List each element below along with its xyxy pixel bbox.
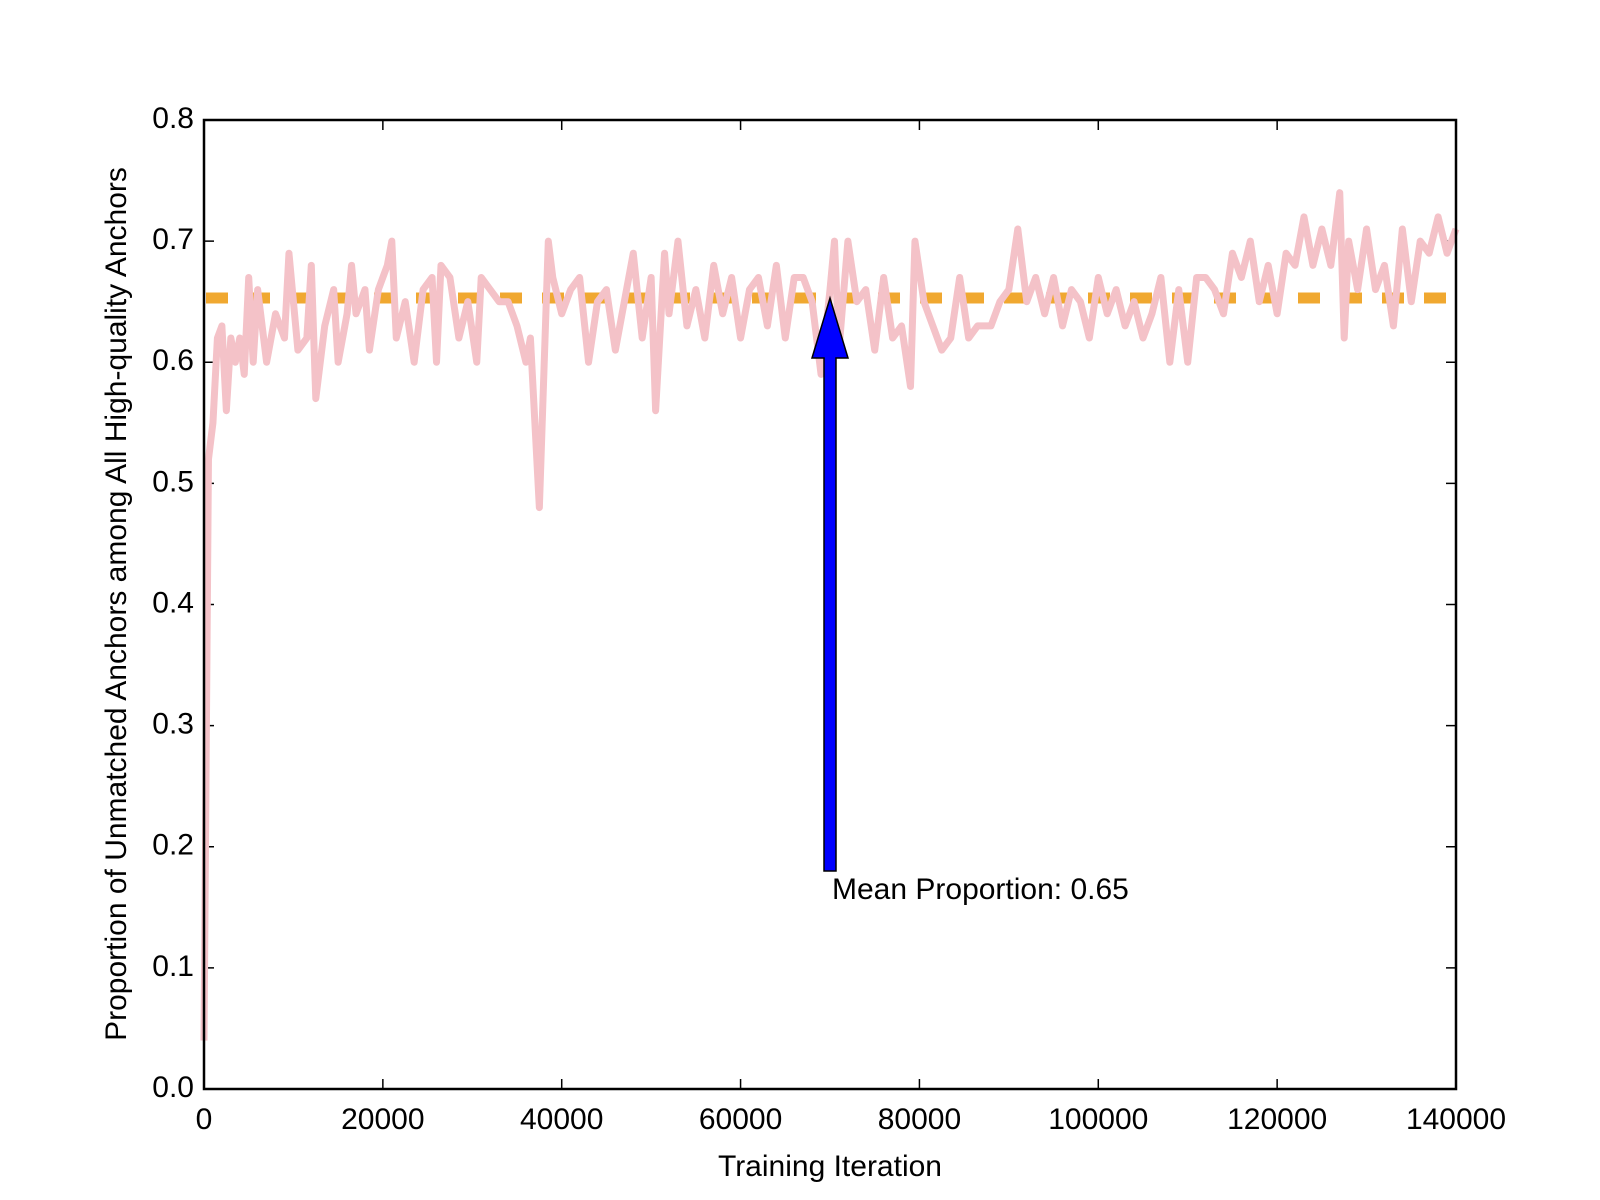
x-tick-label: 60000 (699, 1103, 782, 1136)
x-tick-label: 100000 (1048, 1103, 1148, 1136)
annotation-text: Mean Proportion: 0.65 (832, 873, 1129, 906)
annotation-arrow (810, 295, 850, 872)
y-axis-label: Proportion of Unmatched Anchors among Al… (100, 167, 133, 1041)
y-tick-label: 0.3 (152, 708, 194, 741)
y-tick-label: 0.1 (152, 950, 194, 983)
y-tick-label: 0.7 (152, 223, 194, 256)
y-tick-label: 0.5 (152, 465, 194, 498)
x-tick-label: 120000 (1227, 1103, 1327, 1136)
x-tick-label: 0 (196, 1103, 213, 1136)
y-tick-label: 0.8 (152, 102, 194, 135)
data-line (200, 189, 1460, 1041)
y-tick-label: 0.0 (152, 1071, 194, 1104)
y-tick-label: 0.6 (152, 344, 194, 377)
x-tick-label: 20000 (341, 1103, 424, 1136)
y-tick-label: 0.4 (152, 586, 194, 619)
y-tick-label: 0.2 (152, 829, 194, 862)
x-axis-label: Training Iteration (718, 1150, 942, 1183)
x-tick-label: 80000 (878, 1103, 961, 1136)
x-tick-label: 140000 (1406, 1103, 1506, 1136)
x-tick-label: 40000 (520, 1103, 603, 1136)
plot-frame (202, 118, 1458, 1091)
